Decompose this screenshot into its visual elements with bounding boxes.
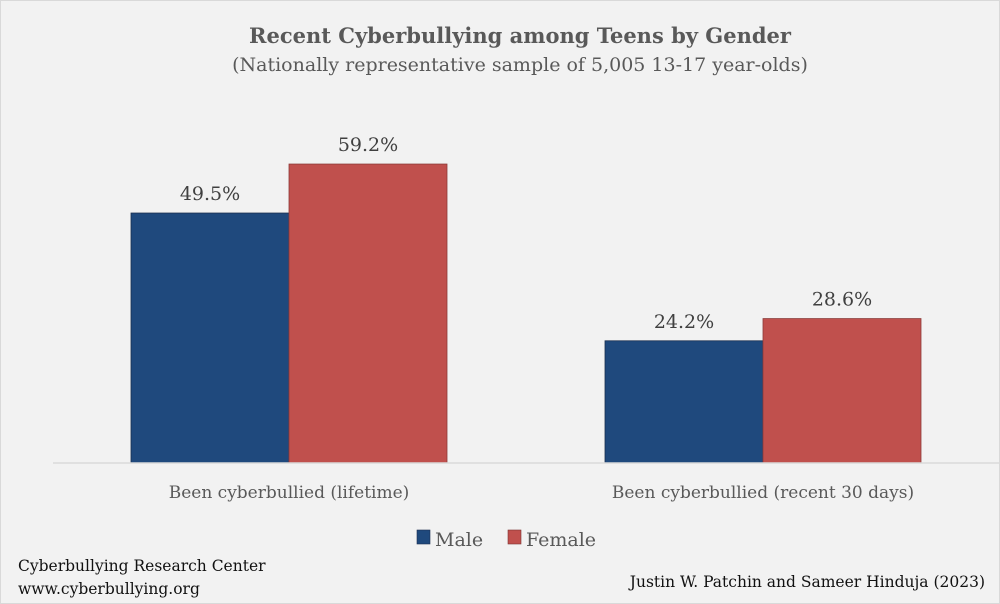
chart-subtitle: (Nationally representative sample of 5,0… <box>232 54 808 76</box>
category-label-recent: Been cyberbullied (recent 30 days) <box>612 483 914 503</box>
data-label-male-1: 24.2% <box>654 311 714 333</box>
footer-org: Cyberbullying Research Center <box>18 557 266 575</box>
bar-female-1 <box>762 318 922 464</box>
legend-swatch-male <box>416 529 431 545</box>
bar-male-0 <box>130 212 290 464</box>
bar-male-1 <box>604 340 764 464</box>
footer-url: www.cyberbullying.org <box>18 580 200 598</box>
bar-female-0 <box>288 163 448 464</box>
data-label-male-0: 49.5% <box>180 183 240 205</box>
data-label-female-0: 59.2% <box>338 134 398 156</box>
legend-swatch-female <box>507 529 522 545</box>
legend-label-male: Male <box>435 529 483 551</box>
category-label-lifetime: Been cyberbullied (lifetime) <box>169 483 410 503</box>
data-label-female-1: 28.6% <box>812 289 872 311</box>
legend: Male Female <box>416 529 596 551</box>
footer-credit: Justin W. Patchin and Sameer Hinduja (20… <box>628 573 985 591</box>
chart-title: Recent Cyberbullying among Teens by Gend… <box>249 23 792 48</box>
legend-label-female: Female <box>526 529 596 551</box>
